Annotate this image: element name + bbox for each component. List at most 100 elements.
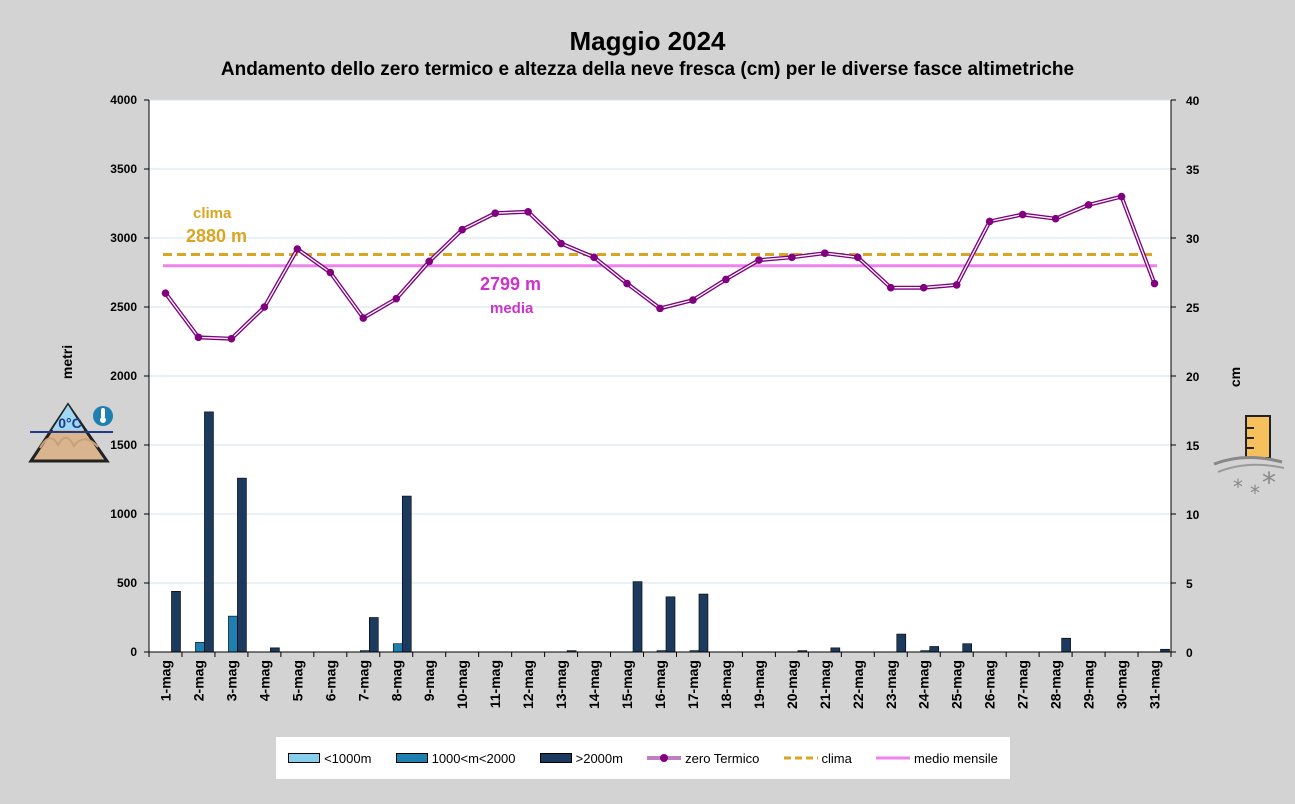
y-right-tick-label: 5 [1186,577,1193,591]
point-21-mag [821,249,829,257]
point-23-mag [886,283,895,292]
bar-2000m-24-mag [929,646,940,653]
point-3-mag [227,334,236,343]
chart-legend: <1000m 1000<m<2000 >2000m zero Termico c… [276,737,1010,779]
reference-lines [163,253,1157,268]
legend-label: clima [821,750,852,766]
legend-label: 1000<m<2000 [431,750,516,766]
bar-2000m-21-mag [830,647,841,653]
x-tick-label: 19-mag [751,660,767,709]
point-10-mag [458,225,466,234]
x-tick-label: 9-mag [421,660,437,701]
x-tick-label: 24-mag [916,660,932,709]
clima-annotation-value: 2880 m [186,226,248,246]
x-tick-label: 23-mag [883,660,899,709]
legend-item-line3: medio mensile [876,751,998,766]
bar-2000m-2-mag [204,411,214,653]
y-left-tick-label: 1500 [110,438,137,452]
y-left-tick-label: 4000 [110,93,137,107]
y-left-tick-label: 500 [117,576,137,590]
x-tick-label: 30-mag [1114,660,1130,709]
bar-1000m2000-2-mag [195,642,205,653]
legend-swatch [539,753,572,763]
x-tick-label: 10-mag [454,660,470,709]
y-left-tick-label: 3500 [110,162,137,176]
legend-swatch [876,756,911,760]
bar-2000m-23-mag [896,633,907,653]
legend-item-bar2: 1000<m<2000 [395,750,516,766]
legend-swatch [647,754,682,762]
point-2-mag [194,333,203,342]
x-tick-label: 22-mag [850,660,866,709]
x-tick-label: 4-mag [256,660,272,701]
x-tick-label: 18-mag [718,660,734,709]
chart-subtitle: Andamento dello zero termico e altezza d… [220,59,1075,80]
bar-2000m-8-mag [401,495,412,653]
y-left-tick-label: 2500 [110,300,137,314]
y-right-tick-label: 25 [1186,301,1200,315]
gridlines [149,99,1171,584]
x-tick-label: 16-mag [652,660,668,709]
point-4-mag [260,303,269,311]
x-tick-label: 14-mag [586,660,602,709]
point-11-mag [491,209,499,217]
y-right-tick-label: 20 [1186,370,1200,384]
y-left-tick-label: 0 [130,645,137,659]
bar-group [171,411,1170,653]
point-27-mag [1018,210,1027,219]
media-annotation-label: media [490,300,534,317]
y-right-tick-label: 0 [1186,646,1193,660]
point-28-mag [1051,214,1060,223]
point-19-mag [755,256,763,264]
x-tick-label: 27-mag [1015,660,1031,709]
legend-item-bar3: >2000m [539,751,623,766]
x-tick-label: 12-mag [520,660,536,709]
x-tick-label: 6-mag [322,660,338,701]
point-29-mag [1084,201,1093,209]
x-ticks: 1-mag 2-mag 3-mag 4-mag 5-mag 6-mag 7-mag 8-mag… [157,660,1162,709]
x-tick-label: 17-mag [685,660,701,709]
point-6-mag [326,268,335,277]
point-15-mag [623,279,631,288]
axes [144,99,1176,657]
line-group [161,192,1159,343]
point-30-mag [1117,192,1126,201]
bar-2000m-7-mag [368,617,379,653]
point-13-mag [557,239,565,248]
point-31-mag [1150,279,1159,288]
svg-text:*: * [1233,475,1243,499]
bar-2000m-3-mag [237,477,247,653]
y-left-ticks: 0 500 1000 1500 2000 2500 3000 3500 4000 [110,93,137,659]
bar-2000m-25-mag [962,643,973,653]
legend-item-line2: clima [783,750,852,766]
bar-2000m-16-mag [665,596,676,653]
y-left-tick-label: 1000 [110,507,137,521]
x-tick-label: 11-mag [487,660,503,708]
x-tick-label: 31-mag [1147,660,1163,709]
point-24-mag [919,283,928,292]
point-16-mag [656,304,664,313]
chart-title: Maggio 2024 [569,26,726,56]
legend-swatch [288,753,321,763]
y-right-tick-label: 10 [1186,508,1200,522]
x-tick-label: 26-mag [982,660,998,709]
y-right-tick-label: 15 [1186,439,1200,453]
legend-swatch [783,756,818,760]
svg-text:*: * [1262,466,1276,499]
legend-label: <1000m [324,750,372,766]
legend-item-bar1: <1000m [288,751,371,766]
point-8-mag [392,294,401,303]
bar-2000m-17-mag [698,593,709,653]
point-1-mag [161,289,170,298]
bar-2000m-4-mag [270,647,280,653]
y-left-tick-label: 2000 [110,369,137,383]
x-tick-label: 29-mag [1081,660,1097,709]
bar-1000m2000-8-mag [392,643,403,653]
y-right-tick-label: 30 [1186,232,1200,246]
x-tick-label: 2-mag [190,660,206,701]
y-left-tick-label: 3000 [110,231,137,245]
x-tick-label: 5-mag [289,660,305,701]
point-9-mag [425,257,434,266]
x-tick-label: 20-mag [784,660,800,709]
